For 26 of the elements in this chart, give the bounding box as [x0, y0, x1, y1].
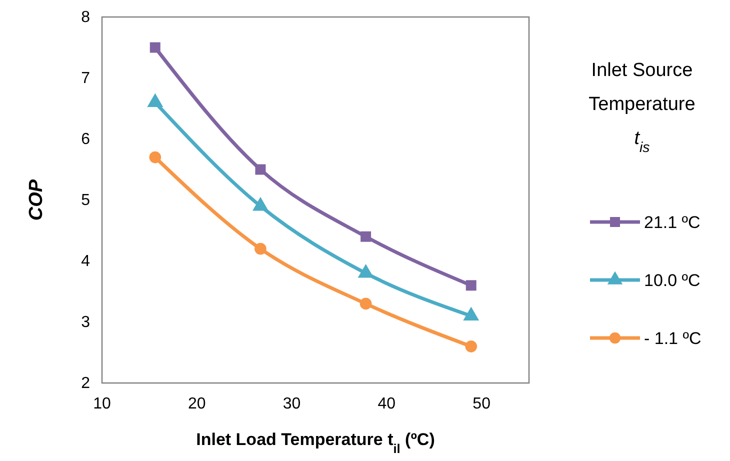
y-tick-label: 2: [81, 375, 90, 392]
y-tick-label: 6: [81, 131, 90, 148]
x-tick-label: 40: [378, 395, 396, 412]
point: [150, 42, 160, 53]
x-tick-label: 20: [188, 395, 206, 412]
legend-label: 10.0 ºC: [644, 271, 700, 290]
x-tick-label: 30: [282, 395, 301, 412]
legend-title: Inlet Source Temperature t$_{is}$: [588, 60, 696, 156]
y-tick-label: 8: [81, 9, 90, 26]
legend-label: - 1.1 ºC: [644, 329, 702, 348]
point: [360, 231, 372, 242]
x-tick-label: 10: [93, 395, 111, 412]
x-tick-label: 50: [472, 395, 491, 412]
y-axis-title: COP: [26, 179, 47, 221]
y-tick-label: 7: [81, 70, 90, 88]
y-tick-label: 4: [81, 253, 90, 270]
point: [254, 242, 266, 255]
y-tick-label: 5: [81, 192, 90, 210]
point: [149, 151, 162, 164]
y-tick-label: 3: [81, 314, 90, 332]
x-axis-title: Inlet Load Temperature t$_{il}$ (ºC): [196, 430, 435, 456]
point: [466, 280, 476, 291]
point: [465, 340, 478, 352]
point: [360, 298, 372, 310]
legend-label: 21.1 ºC: [644, 213, 700, 232]
point: [255, 164, 266, 175]
